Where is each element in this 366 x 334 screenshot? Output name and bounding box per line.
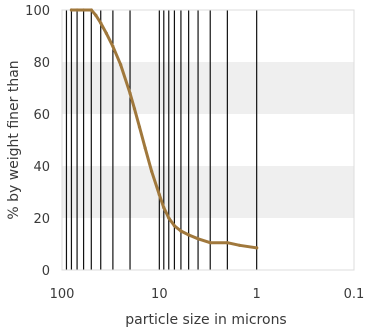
data-point: [94, 13, 98, 17]
y-tick-label: 100: [25, 4, 50, 19]
data-point: [89, 8, 93, 12]
y-tick-label: 20: [33, 212, 50, 227]
data-point: [143, 146, 147, 150]
data-point: [162, 206, 166, 210]
data-point: [137, 125, 142, 129]
data-point: [208, 241, 212, 245]
data-point: [111, 44, 115, 49]
y-tick-labels: 0 20 40 60 80 100: [25, 4, 50, 279]
x-tick-label: 0.1: [344, 287, 365, 302]
x-tick-label: 1: [253, 287, 261, 302]
data-point: [69, 8, 74, 12]
band-80-100: [62, 10, 354, 62]
y-tick-label: 0: [42, 264, 50, 279]
data-point: [81, 8, 86, 12]
y-tick-label: 60: [33, 108, 50, 123]
band-0-20: [62, 218, 354, 270]
data-point: [150, 169, 154, 173]
y-tick-label: 40: [33, 160, 50, 175]
data-point: [237, 243, 242, 247]
data-point: [99, 21, 103, 25]
data-point: [104, 31, 108, 35]
y-tick-label: 80: [33, 56, 50, 71]
plot-frame: [61, 9, 355, 271]
data-point: [119, 63, 123, 67]
data-point: [196, 237, 200, 241]
data-point: [132, 107, 137, 111]
data-point: [157, 193, 161, 197]
data-point: [187, 233, 191, 237]
band-40-60: [62, 114, 354, 166]
x-tick-label: 100: [50, 287, 75, 302]
data-point: [172, 224, 177, 228]
y-axis-label: % by weight finer than: [6, 60, 22, 219]
x-axis-label: particle size in microns: [125, 312, 286, 328]
plot-border: [61, 9, 355, 271]
x-tick-labels: 100 10 1 0.1: [50, 287, 365, 302]
band-60-80: [62, 62, 354, 114]
data-point: [75, 8, 79, 12]
data-point: [225, 241, 229, 245]
data-point: [255, 246, 259, 250]
data-point: [167, 216, 171, 220]
data-point: [179, 229, 183, 233]
vertical-lines: [65, 10, 258, 270]
band-20-40: [62, 166, 354, 218]
series-layer: [69, 8, 259, 250]
x-tick-label: 10: [151, 287, 168, 302]
data-point: [128, 91, 132, 95]
background-bands: [62, 10, 354, 270]
